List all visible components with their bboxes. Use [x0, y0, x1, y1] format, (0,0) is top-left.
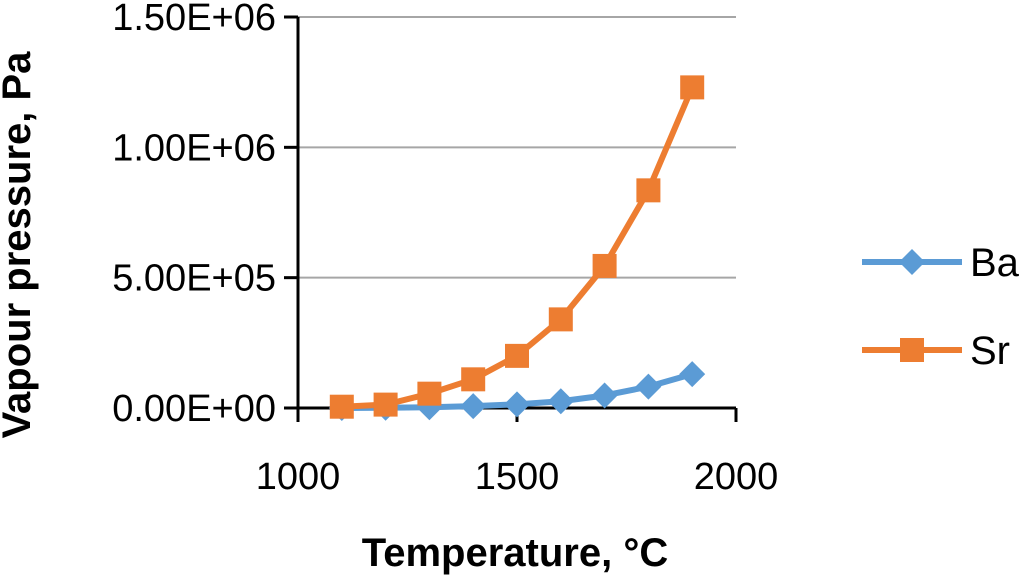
x-axis-title: Temperature, °C — [362, 531, 668, 575]
series-ba-point — [679, 361, 706, 388]
legend-item-sr: Sr — [862, 329, 1010, 373]
x-tick-label-1: 1500 — [475, 456, 560, 498]
series-sr-point — [461, 367, 486, 392]
x-tick-labels: 1000 1500 2000 — [256, 456, 779, 498]
legend-marker-ba — [899, 249, 925, 275]
legend-label-ba: Ba — [970, 241, 1020, 285]
series-sr-point — [505, 343, 529, 368]
series-ba-point — [460, 393, 487, 420]
series-sr-point — [329, 394, 354, 419]
gridlines — [298, 16, 736, 279]
series-sr-point — [548, 307, 573, 332]
y-axis-title: Vapour pressure, Pa — [0, 51, 39, 439]
series-sr — [329, 75, 705, 419]
legend: Ba Sr — [862, 241, 1020, 373]
series-sr-point — [636, 178, 661, 203]
legend-label-sr: Sr — [970, 329, 1010, 373]
series-sr-point — [680, 75, 705, 100]
legend-marker-sr — [900, 338, 924, 362]
series-ba-point — [635, 373, 662, 400]
series-layer — [328, 75, 706, 421]
y-tick-label-1: 5.00E+05 — [112, 258, 276, 300]
y-tick-label-2: 1.00E+06 — [112, 127, 276, 169]
series-ba-point — [591, 382, 618, 409]
series-sr-point — [373, 392, 398, 417]
legend-item-ba: Ba — [862, 241, 1020, 285]
x-tick-label-0: 1000 — [256, 456, 341, 498]
series-ba-point — [547, 388, 574, 415]
y-tick-label-3: 1.50E+06 — [112, 0, 276, 39]
series-sr-point — [592, 253, 617, 278]
series-ba-point — [504, 391, 530, 418]
y-tick-label-0: 0.00E+00 — [112, 388, 276, 430]
series-sr-point — [417, 381, 442, 406]
y-tick-labels: 0.00E+00 5.00E+05 1.00E+06 1.50E+06 — [112, 0, 276, 430]
x-tick-label-2: 2000 — [694, 456, 779, 498]
